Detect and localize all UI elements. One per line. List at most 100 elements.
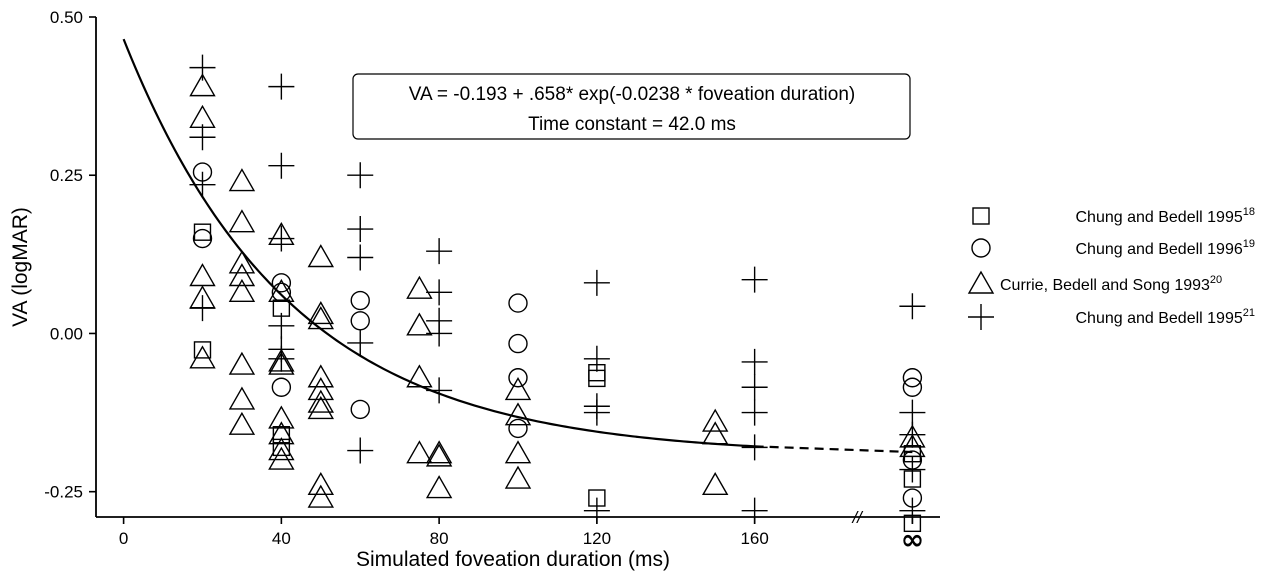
circle-marker	[508, 293, 528, 313]
plus-marker	[189, 54, 216, 81]
triangle-marker	[228, 278, 256, 303]
circle-marker	[508, 368, 528, 388]
square-marker	[193, 223, 212, 241]
legend-label: Chung and Bedell 199518	[1076, 206, 1256, 226]
triangle-marker	[307, 244, 335, 268]
legend-triangle-icon	[967, 270, 995, 294]
circle-marker	[271, 377, 292, 397]
circle-marker	[271, 273, 292, 293]
triangle-marker	[504, 440, 532, 464]
plus-marker	[899, 497, 926, 524]
plus-marker	[741, 374, 768, 401]
circle-marker	[350, 290, 370, 311]
plus-marker	[268, 225, 295, 252]
triangle-marker	[307, 301, 335, 325]
triangle-marker	[406, 275, 433, 299]
plus-marker	[268, 73, 295, 100]
triangle-marker	[268, 351, 295, 375]
triangle-marker	[504, 402, 532, 426]
triangle-marker	[228, 250, 256, 274]
y-tick-label: -0.25	[44, 483, 83, 502]
triangle-marker	[307, 395, 335, 420]
plus-marker	[741, 266, 768, 293]
triangle-marker	[425, 443, 453, 467]
plus-marker	[426, 279, 453, 306]
circle-marker	[508, 418, 528, 439]
circle-marker	[350, 399, 370, 420]
plus-marker	[899, 456, 926, 483]
circle-marker	[902, 377, 923, 397]
x-tick-label: 80	[430, 529, 449, 548]
legend-circle-icon	[971, 238, 991, 258]
x-tick-label: 120	[583, 529, 611, 548]
triangle-marker	[504, 465, 532, 489]
triangle-marker	[701, 471, 729, 496]
triangle-marker	[268, 446, 295, 470]
triangle-marker	[228, 386, 256, 410]
equation-box: VA = -0.193 + .658* exp(-0.0238 * foveat…	[352, 73, 911, 140]
plus-marker	[426, 238, 453, 265]
triangle-marker	[899, 433, 926, 458]
triangle-marker	[189, 73, 216, 97]
data-markers	[189, 54, 926, 533]
plus-marker	[899, 399, 926, 426]
y-tick-label: 0.25	[50, 166, 83, 185]
plus-marker	[347, 329, 374, 356]
x-tick-label: 40	[272, 529, 291, 548]
plus-marker	[583, 399, 610, 426]
square-marker	[272, 426, 291, 444]
legend-label: Currie, Bedell and Song 199320	[1000, 274, 1222, 294]
triangle-marker	[228, 168, 256, 192]
triangle-marker	[307, 484, 335, 508]
plus-marker	[741, 399, 768, 426]
triangle-marker	[189, 345, 216, 369]
triangle-marker	[307, 306, 335, 330]
plus-marker	[741, 434, 768, 461]
y-tick-label: 0.00	[50, 324, 83, 343]
plus-marker	[347, 216, 374, 243]
circle-marker	[192, 228, 213, 249]
plus-marker	[268, 152, 295, 179]
plus-marker	[189, 295, 216, 322]
y-tick-label: 0.50	[50, 8, 83, 27]
circle-marker	[902, 368, 923, 388]
plus-marker	[583, 269, 610, 296]
triangle-marker	[268, 437, 295, 461]
plus-marker	[899, 293, 926, 320]
triangle-marker	[307, 377, 335, 401]
square-marker	[193, 341, 212, 359]
triangle-marker	[701, 408, 729, 432]
plus-marker	[268, 345, 295, 372]
y-axis-title: VA (logMAR)	[9, 207, 32, 327]
triangle-marker	[307, 389, 335, 413]
legend-label: Chung and Bedell 199521	[1076, 307, 1256, 327]
plus-marker	[741, 348, 768, 375]
triangle-marker	[228, 411, 256, 435]
triangle-marker	[268, 405, 295, 429]
axis-break-mark: //	[851, 508, 864, 527]
plus-marker	[583, 497, 610, 524]
time-constant-line: Time constant = 42.0 ms	[528, 114, 736, 135]
triangle-marker	[189, 263, 216, 287]
triangle-marker	[268, 421, 295, 445]
y-axis-ticks: 0.50 0.25 0.00 -0.25	[44, 8, 96, 502]
plus-marker	[741, 497, 768, 524]
triangle-marker	[406, 440, 433, 464]
triangle-marker	[425, 475, 453, 499]
legend-square-icon	[972, 207, 990, 225]
triangle-marker	[406, 364, 433, 388]
plus-marker	[899, 421, 926, 448]
triangle-marker	[228, 351, 256, 375]
plot-area: 0.500.250.00-0.25 0 40 80 120 160 ∞ //	[44, 8, 940, 556]
fit-curve-dashed	[754, 445, 913, 454]
x-tick-label: 160	[740, 529, 768, 548]
legend-plus-icon	[968, 304, 994, 330]
legend: Chung and Bedell 199518 Chung and Bedell …	[967, 206, 1256, 330]
plus-marker	[426, 377, 453, 404]
x-tick-label: 0	[119, 529, 128, 548]
plus-marker	[189, 171, 216, 198]
equation-box-frame	[352, 73, 911, 140]
plus-marker	[426, 320, 453, 347]
circle-marker	[508, 333, 528, 354]
